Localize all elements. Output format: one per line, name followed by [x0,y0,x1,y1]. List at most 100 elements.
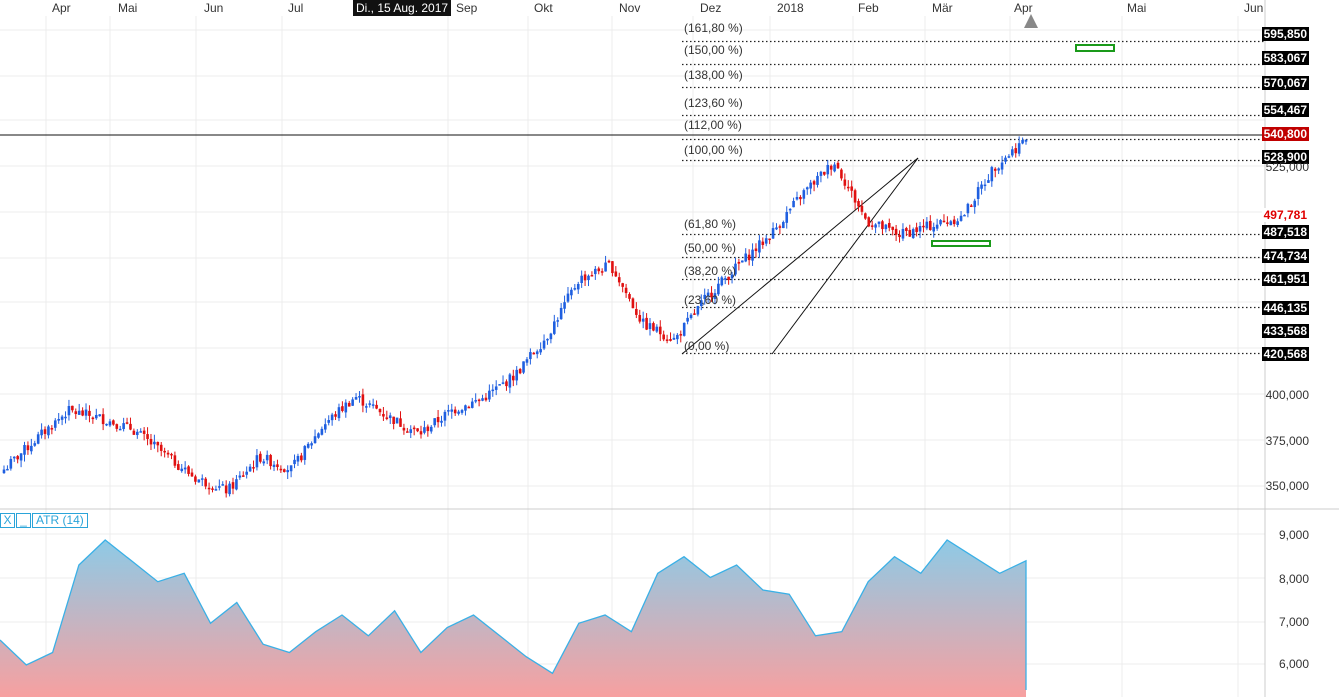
candle-down [887,222,891,228]
candle-up [706,292,710,296]
candle-up [734,263,737,275]
candle-down [279,468,283,471]
close-indicator-button[interactable]: X [0,513,15,528]
candle-up [744,253,748,262]
month-label: Mär [932,1,953,15]
candle-up [771,228,775,239]
candle-down [159,444,163,451]
candle-up [987,180,990,183]
scroll-up-icon[interactable] [1024,14,1038,28]
candle-up [30,445,33,452]
candle-down [91,417,95,420]
candle-up [57,418,60,421]
candle-down [163,450,166,453]
candle-down [166,452,170,455]
candle-up [2,469,6,474]
candle-up [262,461,266,464]
candle-down [621,283,624,287]
candle-up [699,300,703,307]
indicator-title[interactable]: ATR (14) [32,513,88,528]
atr-area [0,540,1026,697]
candle-up [816,175,819,185]
candle-up [576,283,580,290]
candle-up [481,398,484,401]
candle-up [320,428,324,435]
candle-up [235,479,238,490]
candle-down [898,234,901,238]
candle-up [447,410,450,412]
candle-up [703,294,707,299]
candle-up [153,441,156,445]
candle-down [115,424,119,429]
candle-down [26,445,30,451]
candle-down [477,399,481,402]
candle-down [173,455,177,466]
candle-down [942,220,946,223]
candle-up [365,406,368,408]
price-axis-label: 400,000 [1265,388,1309,402]
candle-down [334,414,337,417]
candle-down [129,423,132,430]
candle-down [812,181,816,185]
candle-down [693,313,696,315]
price-tag: 474,734 [1261,249,1309,263]
candle-up [310,443,313,446]
candle-down [679,334,683,336]
candle-up [556,320,560,322]
candle-up [901,228,905,239]
price-tag: 570,067 [1261,76,1309,90]
candle-up [833,164,836,172]
trend-lines [0,134,1265,355]
candle-up [1017,143,1021,154]
candle-up [764,238,768,244]
candle-down [652,323,655,331]
candle-down [194,476,197,482]
price-axis-label: 525,000 [1265,160,1309,174]
candle-down [908,229,912,237]
month-label: Apr [52,1,71,15]
marker-price-tag: 497,781 [1261,208,1309,222]
candle-down [156,441,160,446]
candle-up [118,428,122,431]
candle-up [84,409,88,416]
candle-up [1004,157,1007,162]
candle-up [122,423,125,430]
time-axis: Apr Mai Jun Jul Di., 15 Aug. 2017 Sep Ok… [0,0,1339,16]
minimize-indicator-button[interactable]: _ [16,513,31,528]
candle-down [761,241,765,246]
candle-down [905,228,908,231]
candle-up [108,421,112,426]
candle-down [635,308,638,315]
candle-up [358,396,361,398]
candle-down [922,225,925,228]
candle-up [802,190,806,199]
candle-down [125,422,129,424]
candle-up [23,445,26,455]
fib-label: (38,20 %) [684,264,737,278]
candle-down [426,426,430,432]
trend-line-lower [771,157,919,355]
candle-up [105,423,108,426]
candle-up [566,293,570,302]
candle-up [351,399,354,406]
candle-up [884,224,888,230]
candle-up [303,446,307,460]
candle-up [655,326,659,332]
candle-up [344,402,348,413]
candle-up [289,465,293,472]
candle-down [50,428,54,430]
candle-down [231,482,235,489]
candle-down [518,369,522,374]
candle-up [330,414,334,421]
price-tag: 554,467 [1261,103,1309,117]
candle-up [409,429,413,434]
candle-down [645,317,648,330]
price-axis-label: 350,000 [1265,479,1309,493]
candle-down [737,261,741,264]
candle-up [200,478,204,480]
fib-label: (112,00 %) [684,118,742,132]
candle-up [6,468,9,471]
candle-up [228,483,231,495]
candle-down [857,200,860,207]
